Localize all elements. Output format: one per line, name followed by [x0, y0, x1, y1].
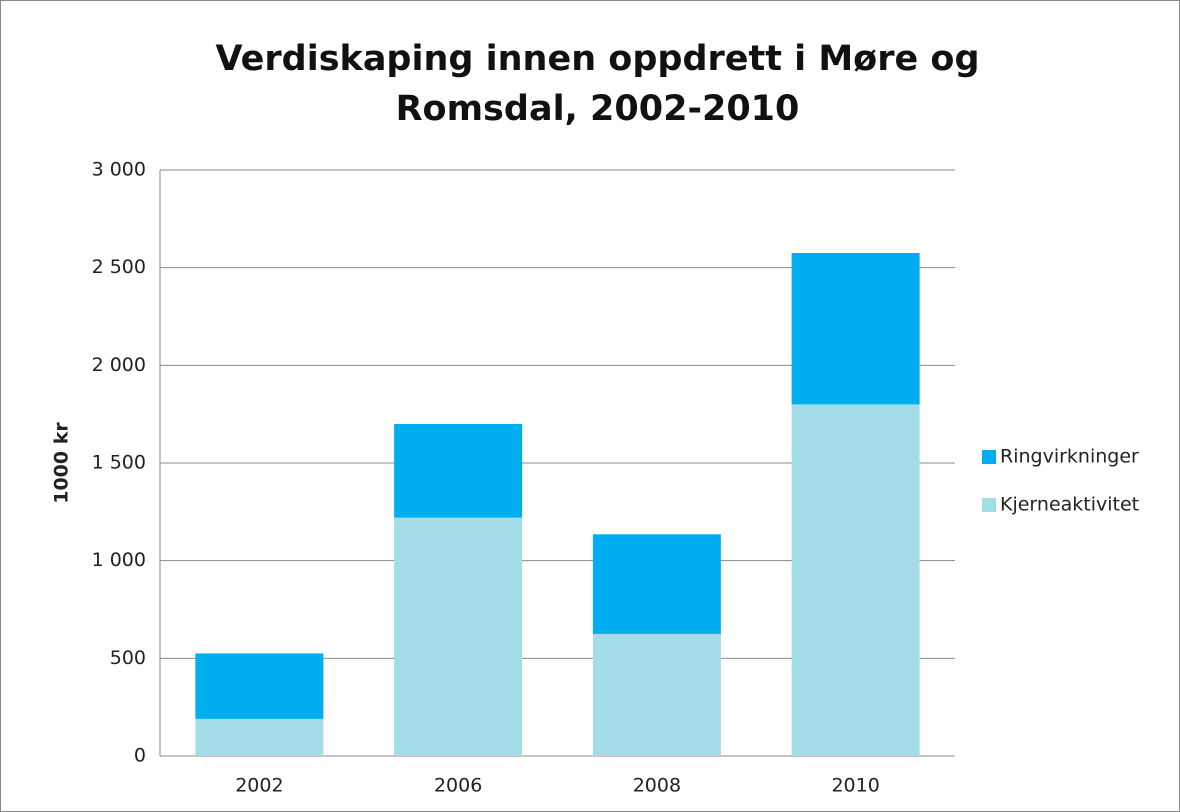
- y-tick-label: 500: [110, 647, 146, 669]
- bar-segment: [791, 404, 920, 756]
- bar-segment: [592, 534, 721, 634]
- y-tick-label: 1 000: [92, 549, 146, 571]
- x-tick-label: 2002: [235, 775, 283, 797]
- legend-swatch: [982, 498, 996, 512]
- y-tick-label: 2 000: [92, 354, 146, 376]
- x-tick-label: 2010: [831, 775, 879, 797]
- y-axis-label: 1000 kr: [51, 422, 73, 504]
- chart-title: Verdiskaping innen oppdrett i Møre og Ro…: [215, 39, 980, 129]
- y-tick-label: 1 500: [92, 452, 146, 474]
- bar-segment: [791, 253, 920, 405]
- y-tick-label: 0: [134, 745, 146, 767]
- bar-segment: [394, 423, 523, 518]
- legend-swatch: [982, 450, 996, 464]
- x-tick-label: 2008: [633, 775, 681, 797]
- legend-label: Ringvirkninger: [1000, 446, 1139, 468]
- x-tick-label: 2006: [434, 775, 482, 797]
- bar-segment: [195, 653, 324, 719]
- y-tick-label: 2 500: [92, 256, 146, 278]
- bar-segment: [592, 633, 721, 756]
- legend-label: Kjerneaktivitet: [1000, 494, 1139, 516]
- bar-segment: [195, 718, 324, 756]
- bar-segment: [394, 517, 523, 756]
- y-tick-label: 3 000: [92, 159, 146, 181]
